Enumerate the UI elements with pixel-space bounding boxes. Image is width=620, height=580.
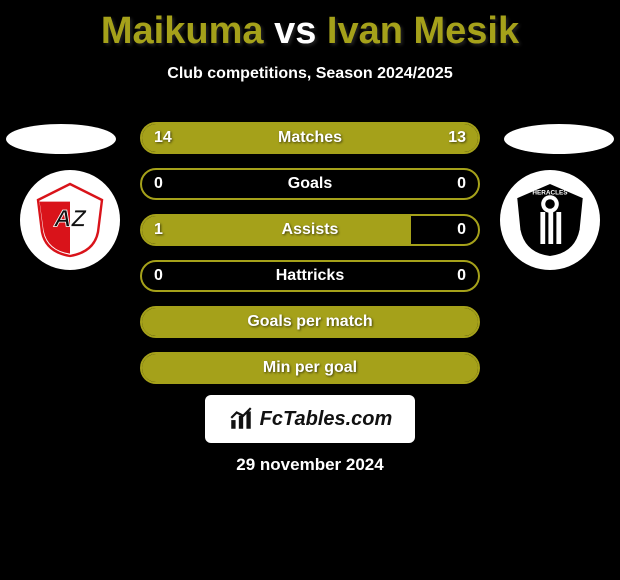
stat-label: Hattricks bbox=[142, 267, 478, 285]
branding-badge[interactable]: FcTables.com bbox=[205, 395, 415, 443]
player2-name: Ivan Mesik bbox=[327, 10, 519, 52]
stat-label: Min per goal bbox=[142, 359, 478, 377]
stat-label: Goals bbox=[142, 175, 478, 193]
svg-text:HERACLES: HERACLES bbox=[532, 189, 568, 196]
branding-text: FcTables.com bbox=[260, 408, 393, 431]
stat-row: Matches14 13 bbox=[140, 122, 480, 154]
stat-row: Hattricks0 0 bbox=[140, 260, 480, 292]
stat-row: Goals per match bbox=[140, 306, 480, 338]
comparison-title: Maikuma vs Ivan Mesik bbox=[0, 0, 620, 53]
stat-value-left: 0 bbox=[154, 267, 163, 285]
shadow-ellipse-right bbox=[504, 124, 614, 154]
team-crest-left: AZ bbox=[20, 170, 120, 270]
stat-row: Goals0 0 bbox=[140, 168, 480, 200]
subtitle: Club competitions, Season 2024/2025 bbox=[0, 65, 620, 83]
heracles-logo-icon: HERACLES bbox=[510, 180, 590, 260]
stat-label: Matches bbox=[142, 129, 478, 147]
chart-icon bbox=[228, 406, 254, 432]
team-crest-right: HERACLES bbox=[500, 170, 600, 270]
stat-value-left: 14 bbox=[154, 129, 172, 147]
stat-row: Assists1 0 bbox=[140, 214, 480, 246]
az-logo-icon: AZ bbox=[30, 180, 110, 260]
stat-label: Goals per match bbox=[142, 313, 478, 331]
stat-label: Assists bbox=[142, 221, 478, 239]
svg-text:AZ: AZ bbox=[53, 205, 87, 232]
stat-value-left: 1 bbox=[154, 221, 163, 239]
shadow-ellipse-left bbox=[6, 124, 116, 154]
stat-value-right: 0 bbox=[457, 221, 466, 239]
stat-value-right: 0 bbox=[457, 267, 466, 285]
date-text: 29 november 2024 bbox=[0, 455, 620, 475]
stat-value-right: 13 bbox=[448, 129, 466, 147]
stat-row: Min per goal bbox=[140, 352, 480, 384]
stat-value-right: 0 bbox=[457, 175, 466, 193]
stat-value-left: 0 bbox=[154, 175, 163, 193]
stat-bars-container: Matches1413Goals00Assists10Hattricks00Go… bbox=[140, 122, 480, 398]
vs-text: vs bbox=[274, 10, 316, 52]
player1-name: Maikuma bbox=[101, 10, 264, 52]
